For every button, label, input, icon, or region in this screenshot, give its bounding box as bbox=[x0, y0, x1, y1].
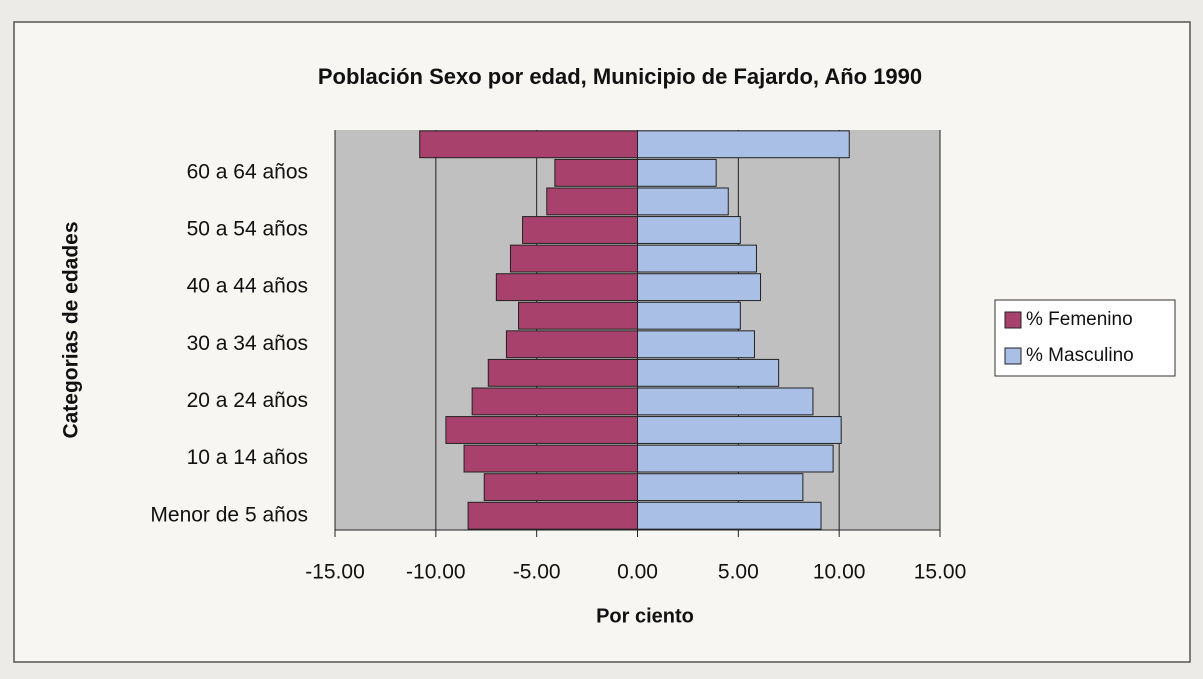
legend-label: % Masculino bbox=[1026, 345, 1134, 366]
bar bbox=[505, 330, 638, 359]
x-tick-label: -10.00 bbox=[406, 561, 466, 584]
bar bbox=[637, 301, 741, 330]
bar bbox=[637, 158, 717, 187]
x-tick-label: 10.00 bbox=[813, 561, 866, 584]
x-tick-label: -5.00 bbox=[513, 561, 561, 584]
legend bbox=[994, 299, 1176, 377]
y-tick-label: 60 a 64 años bbox=[187, 160, 308, 183]
x-tick-label: 15.00 bbox=[914, 561, 967, 584]
bar bbox=[637, 187, 729, 216]
bar bbox=[419, 130, 639, 159]
bar bbox=[637, 330, 755, 359]
bar bbox=[522, 216, 638, 244]
legend-label: % Femenino bbox=[1026, 309, 1133, 330]
x-tick-label: 0.00 bbox=[617, 561, 658, 584]
y-tick-label: 50 a 54 años bbox=[187, 218, 308, 241]
bar bbox=[637, 387, 814, 416]
x-axis-label: Por ciento bbox=[596, 605, 694, 627]
x-tick-label: 5.00 bbox=[718, 561, 759, 584]
bar bbox=[637, 501, 822, 530]
bar bbox=[554, 158, 638, 187]
bar bbox=[495, 273, 639, 302]
y-tick-label: 40 a 44 años bbox=[187, 275, 308, 298]
bar bbox=[546, 187, 638, 216]
bar bbox=[637, 216, 741, 244]
bar bbox=[518, 301, 638, 330]
y-tick-label: 10 a 14 años bbox=[187, 446, 308, 469]
bar bbox=[637, 473, 804, 502]
bar bbox=[509, 244, 639, 273]
x-tick-label: -15.00 bbox=[305, 561, 365, 584]
bar bbox=[637, 244, 757, 273]
bar bbox=[637, 444, 834, 473]
legend-swatch bbox=[1004, 347, 1022, 365]
bar bbox=[487, 358, 638, 387]
bar bbox=[471, 387, 638, 416]
bar bbox=[637, 273, 762, 302]
bar bbox=[637, 358, 780, 387]
y-tick-label: Menor de 5 años bbox=[150, 503, 308, 526]
bar bbox=[445, 416, 638, 444]
bar bbox=[637, 416, 842, 444]
y-tick-label: 20 a 24 años bbox=[187, 389, 308, 412]
bar bbox=[637, 130, 850, 159]
legend-swatch bbox=[1004, 311, 1022, 329]
y-tick-label: 30 a 34 años bbox=[187, 332, 308, 355]
y-axis-label: Categorias de edades bbox=[60, 221, 83, 438]
bar bbox=[463, 444, 639, 473]
bar bbox=[483, 473, 638, 502]
bar bbox=[467, 501, 638, 530]
chart-title: Población Sexo por edad, Municipio de Fa… bbox=[318, 64, 922, 89]
